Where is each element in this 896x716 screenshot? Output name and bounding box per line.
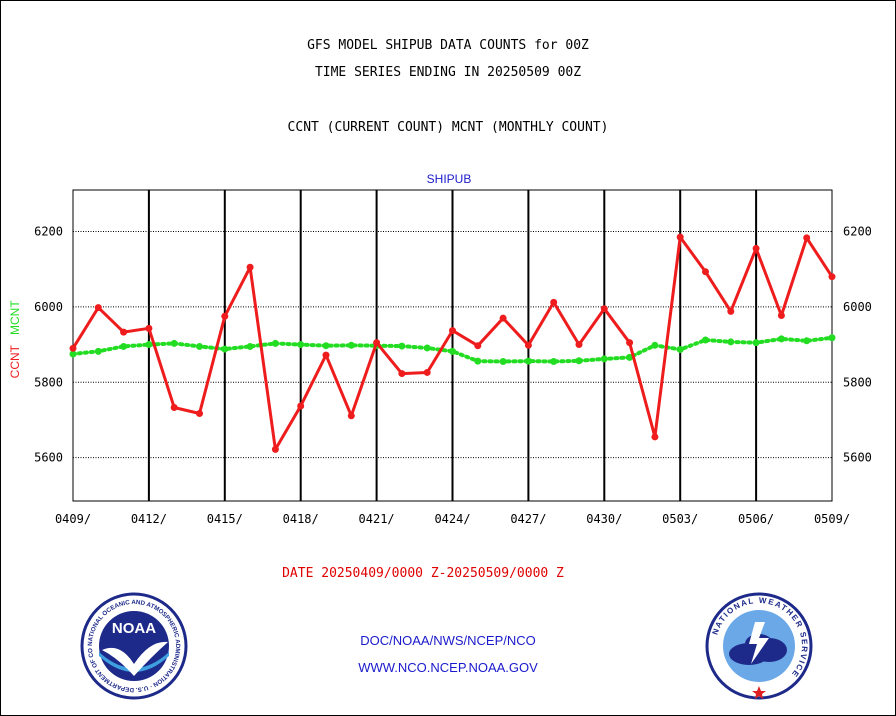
x-tick-label: 0415/	[207, 512, 243, 526]
data-point-ccnt	[626, 339, 634, 347]
data-point-mcnt	[297, 341, 305, 349]
y-tick-label-left: 6200	[34, 224, 63, 238]
data-point-mcnt	[702, 336, 709, 344]
data-point-mcnt	[347, 341, 355, 349]
data-point-ccnt	[752, 244, 760, 252]
website-label: WWW.NCO.NCEP.NOAA.GOV	[358, 660, 538, 675]
data-point-mcnt	[499, 358, 507, 366]
y-axis-label: CCNT MCNT	[8, 300, 22, 379]
data-point-mcnt	[727, 338, 735, 346]
x-tick-label: 0424/	[434, 512, 470, 526]
data-point-mcnt	[550, 358, 558, 366]
data-point-ccnt	[651, 433, 659, 441]
data-point-mcnt	[777, 335, 785, 343]
data-point-mcnt	[474, 357, 482, 365]
chart-title-line-2: TIME SERIES ENDING IN 20250509 00Z	[314, 65, 582, 80]
data-point-mcnt	[398, 342, 406, 350]
data-point-mcnt	[752, 339, 760, 347]
data-point-mcnt	[423, 344, 431, 352]
data-point-ccnt	[676, 233, 684, 241]
data-point-mcnt	[828, 334, 836, 342]
data-point-mcnt	[221, 345, 229, 353]
org-path-label: DOC/NOAA/NWS/NCEP/NCO	[360, 633, 536, 648]
data-point-ccnt	[196, 410, 203, 418]
data-point-ccnt	[373, 339, 381, 347]
chart-title-line-3: CCNT (CURRENT COUNT) MCNT (MONTHLY COUNT…	[287, 120, 609, 135]
data-point-ccnt	[575, 341, 583, 349]
data-point-mcnt	[145, 341, 153, 349]
data-point-mcnt	[651, 341, 659, 349]
date-range-label: DATE 20250409/0000 Z-20250509/0000 Z	[282, 566, 564, 581]
noaa-logo-text: NOAA	[112, 620, 156, 637]
data-point-mcnt	[676, 345, 684, 353]
data-point-ccnt	[777, 312, 785, 320]
data-point-mcnt	[449, 347, 456, 355]
data-point-mcnt	[246, 342, 254, 350]
noaa-logo-icon: NOAA NATIONAL OCEANIC AND ATMOSPHERIC AD…	[80, 592, 188, 700]
data-point-ccnt	[398, 370, 406, 378]
y-tick-label-right: 6000	[843, 300, 872, 314]
y-tick-label-right: 5600	[843, 451, 872, 465]
x-tick-label: 0506/	[738, 512, 774, 526]
data-point-mcnt	[803, 337, 811, 345]
data-point-ccnt	[423, 368, 431, 376]
data-point-ccnt	[524, 341, 532, 349]
data-point-ccnt	[600, 305, 608, 313]
data-point-mcnt	[626, 353, 634, 361]
x-tick-label: 0503/	[662, 512, 698, 526]
x-tick-label: 0430/	[586, 512, 622, 526]
series-title: SHIPUB	[427, 172, 472, 186]
data-point-ccnt	[474, 342, 482, 350]
data-point-ccnt	[170, 404, 178, 412]
data-point-ccnt	[828, 273, 836, 281]
data-point-mcnt	[322, 342, 330, 350]
data-point-ccnt	[221, 312, 229, 320]
y-tick-label-left: 5800	[34, 375, 63, 389]
data-point-mcnt	[600, 355, 608, 363]
data-point-ccnt	[803, 234, 811, 242]
data-point-ccnt	[246, 263, 254, 271]
data-point-ccnt	[499, 314, 507, 322]
data-point-mcnt	[524, 357, 532, 365]
data-point-ccnt	[550, 298, 558, 306]
axis-ticks: 0409/0412/0415/0418/0421/0424/0427/0430/…	[34, 224, 872, 526]
nws-logo-icon: NATIONAL WEATHER SERVICE	[705, 592, 813, 700]
data-point-mcnt	[170, 339, 178, 347]
data-point-ccnt	[120, 328, 128, 336]
x-tick-label: 0418/	[283, 512, 319, 526]
x-tick-label: 0412/	[131, 512, 167, 526]
data-point-ccnt	[297, 402, 305, 410]
data-point-ccnt	[702, 268, 709, 276]
x-tick-label: 0427/	[510, 512, 546, 526]
data-point-ccnt	[94, 304, 102, 312]
data-series	[69, 233, 836, 453]
x-tick-label: 0421/	[359, 512, 395, 526]
data-point-ccnt	[69, 344, 77, 352]
data-point-mcnt	[196, 342, 203, 350]
data-point-mcnt	[575, 357, 583, 365]
x-tick-label: 0409/	[55, 512, 91, 526]
chart-title-line-1: GFS MODEL SHIPUB DATA COUNTS for 00Z	[307, 38, 589, 53]
data-point-ccnt	[145, 324, 153, 332]
data-point-ccnt	[271, 445, 279, 453]
y-axis-label-mcnt: MCNT	[8, 300, 22, 335]
x-tick-label: 0509/	[814, 512, 850, 526]
data-point-mcnt	[94, 347, 102, 355]
y-axis-label-ccnt: CCNT	[8, 344, 22, 378]
data-point-mcnt	[271, 339, 279, 347]
y-tick-label-left: 5600	[34, 451, 63, 465]
y-tick-label-left: 6000	[34, 300, 63, 314]
data-point-ccnt	[347, 412, 355, 420]
data-point-ccnt	[727, 307, 735, 315]
data-point-mcnt	[69, 350, 77, 358]
data-point-mcnt	[120, 342, 128, 350]
y-tick-label-right: 6200	[843, 224, 872, 238]
data-point-ccnt	[322, 351, 330, 359]
y-tick-label-right: 5800	[843, 375, 872, 389]
data-point-ccnt	[449, 327, 456, 335]
